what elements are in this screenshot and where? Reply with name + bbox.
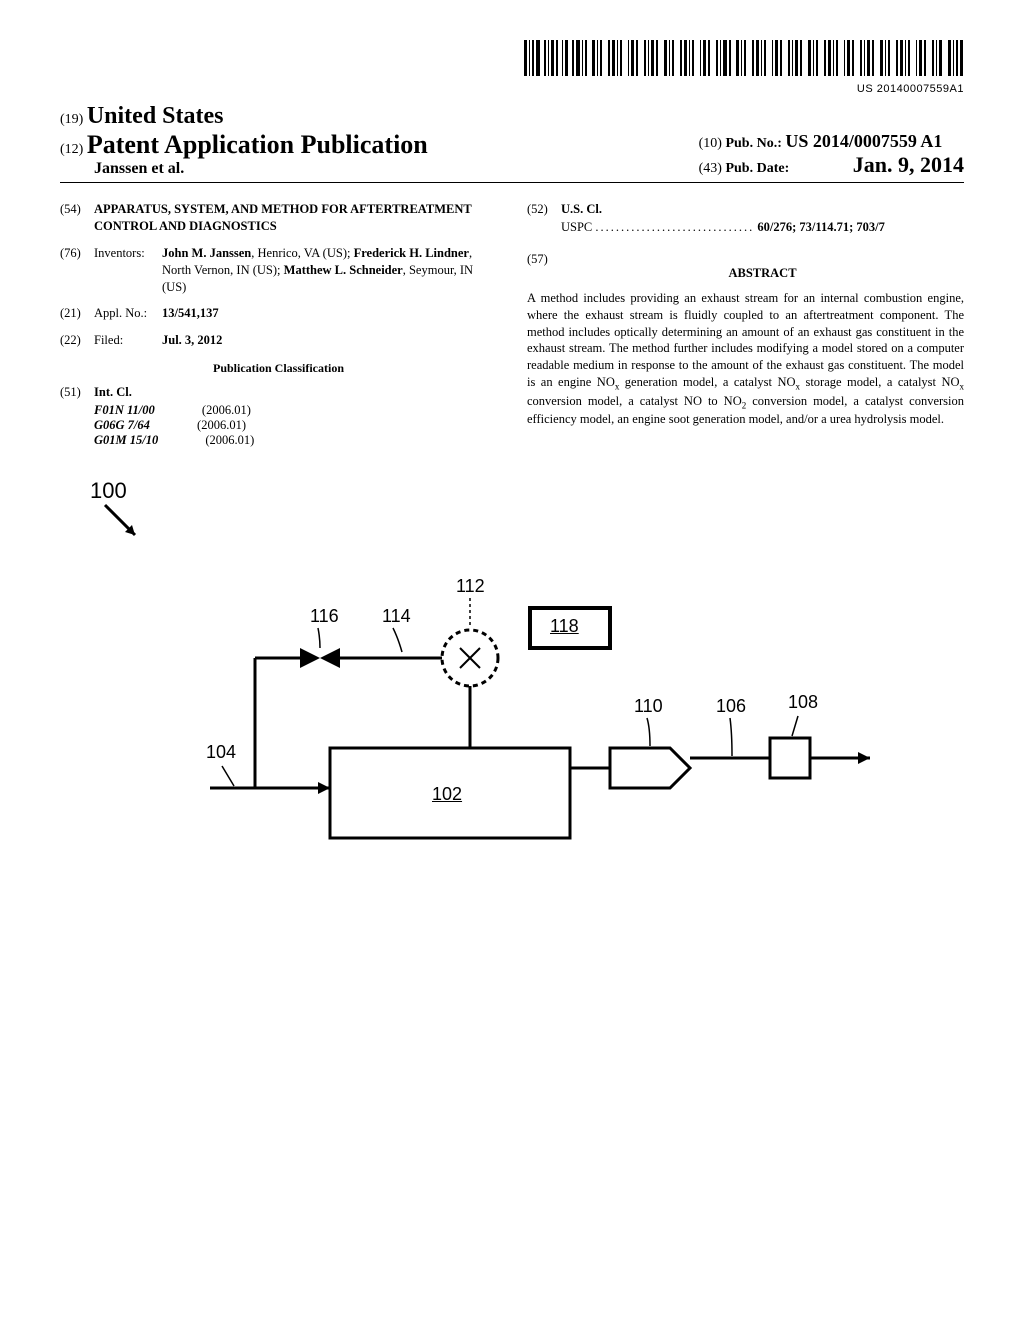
uspc-line: USPC ............................... 60/… xyxy=(561,220,964,235)
code-19: (19) xyxy=(60,112,83,127)
intcl-date-0: (2006.01) xyxy=(202,403,251,417)
intcl-row-2: G01M 15/10 (2006.01) xyxy=(94,433,497,448)
arrow-100-icon xyxy=(100,500,150,550)
uspc-dots: ............................... xyxy=(595,220,754,234)
abstract-part-3: storage model, a catalyst NO xyxy=(800,375,960,389)
inventors-label: Inventors: xyxy=(94,245,162,296)
ref-108: 108 xyxy=(788,692,818,713)
barcode-area: US 20140007559A1 xyxy=(60,40,964,95)
patent-title: APPARATUS, SYSTEM, AND METHOD FOR AFTERT… xyxy=(94,201,497,235)
intcl-code: (51) xyxy=(60,384,94,401)
filed-label: Filed: xyxy=(94,332,162,349)
uscl-code: (52) xyxy=(527,201,561,218)
barcode-text: US 20140007559A1 xyxy=(60,83,964,95)
appl-no: 13/541,137 xyxy=(162,306,219,320)
inventors-code: (76) xyxy=(60,245,94,296)
body-columns: (54) APPARATUS, SYSTEM, AND METHOD FOR A… xyxy=(60,201,964,448)
intcl-date-2: (2006.01) xyxy=(205,433,254,447)
abstract-part-4: conversion model, a catalyst NO to NO xyxy=(527,394,742,408)
appl-code: (21) xyxy=(60,305,94,322)
code-10: (10) xyxy=(699,136,722,151)
ref-106: 106 xyxy=(716,696,746,717)
title-code: (54) xyxy=(60,201,94,235)
header-right: (10) Pub. No.: US 2014/0007559 A1 (43) P… xyxy=(699,131,964,178)
intcl-code-1: G06G 7/64 xyxy=(94,418,150,432)
intcl-code-2: G01M 15/10 xyxy=(94,433,158,447)
pub-date-label: Pub. Date: xyxy=(725,161,789,176)
right-column: (52) U.S. Cl. USPC .....................… xyxy=(527,201,964,448)
ref-102: 102 xyxy=(432,784,462,805)
inventor-2-name: Frederick H. Lindner xyxy=(354,246,469,260)
inventor-1-name: John M. Janssen xyxy=(162,246,251,260)
code-43: (43) xyxy=(699,161,722,176)
pub-no: US 2014/0007559 A1 xyxy=(785,131,942,151)
barcode xyxy=(524,40,964,81)
ref-112: 112 xyxy=(456,576,485,597)
ref-110: 110 xyxy=(634,696,663,717)
inventor-3-name: Matthew L. Schneider xyxy=(284,263,403,277)
ref-114: 114 xyxy=(382,606,411,627)
uspc-value: 60/276; 73/114.71; 703/7 xyxy=(757,220,884,234)
figure-area: 100 xyxy=(60,478,964,858)
publication-type: Patent Application Publication xyxy=(87,130,428,159)
pub-no-label: Pub. No.: xyxy=(725,136,781,151)
filed-code: (22) xyxy=(60,332,94,349)
abstract-code: (57) xyxy=(527,251,561,290)
intcl-code-0: F01N 11/00 xyxy=(94,403,155,417)
intcl-label: Int. Cl. xyxy=(94,385,132,399)
appl-label: Appl. No.: xyxy=(94,305,162,322)
uscl-label: U.S. Cl. xyxy=(561,202,602,216)
diagram-svg xyxy=(150,598,890,858)
filed-date: Jul. 3, 2012 xyxy=(162,333,222,347)
inventor-1-loc: , Henrico, VA (US); xyxy=(251,246,350,260)
country: United States xyxy=(87,103,224,129)
uspc-label: USPC xyxy=(561,220,592,234)
left-column: (54) APPARATUS, SYSTEM, AND METHOD FOR A… xyxy=(60,201,497,448)
barcode-svg xyxy=(524,40,964,76)
ref-118: 118 xyxy=(550,616,579,637)
ref-116: 116 xyxy=(310,606,339,627)
abstract-heading: ABSTRACT xyxy=(561,265,964,282)
intcl-row-1: G06G 7/64 (2006.01) xyxy=(94,418,497,433)
diagram: 116 114 112 118 110 106 108 104 102 xyxy=(150,598,890,858)
document-header: (19) United States (12) Patent Applicati… xyxy=(60,103,964,183)
figure-main-ref: 100 xyxy=(90,478,127,504)
abstract-part-2: generation model, a catalyst NO xyxy=(619,375,795,389)
intcl-date-1: (2006.01) xyxy=(197,418,246,432)
header-left: (19) United States (12) Patent Applicati… xyxy=(60,103,428,178)
pub-date: Jan. 9, 2014 xyxy=(853,152,964,177)
abstract-text: A method includes providing an exhaust s… xyxy=(527,290,964,429)
ref-104: 104 xyxy=(206,742,236,763)
inventors-list: John M. Janssen, Henrico, VA (US); Frede… xyxy=(162,245,497,296)
intcl-row-0: F01N 11/00 (2006.01) xyxy=(94,403,497,418)
code-12: (12) xyxy=(60,142,83,157)
header-authors: Janssen et al. xyxy=(94,160,428,178)
pub-class-heading: Publication Classification xyxy=(60,361,497,376)
